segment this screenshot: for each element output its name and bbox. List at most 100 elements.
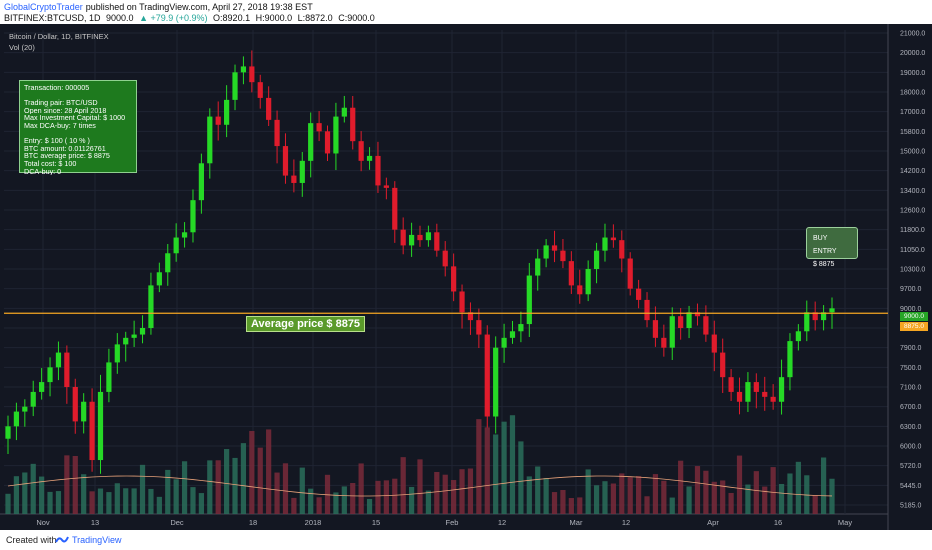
y-tick-label: 5720.0 (900, 463, 922, 470)
volume-bar (392, 478, 398, 514)
candle-body (114, 344, 120, 363)
candle-body (39, 382, 45, 392)
volume-bar (72, 455, 78, 514)
y-tick-label: 14200.0 (900, 168, 925, 175)
candle-body (350, 107, 356, 142)
y-tick-label: 12600.0 (900, 208, 925, 215)
candle-body (123, 337, 129, 345)
candle-body (408, 234, 415, 246)
candle-body (5, 426, 11, 439)
volume-bar (484, 427, 490, 514)
panel-line: Total cost: $ 100 (24, 159, 77, 168)
panel-line: Max DCA-buy: 7 times (24, 121, 96, 130)
volume-bar (257, 447, 263, 514)
y-tick-label: 15000.0 (900, 149, 925, 156)
volume-bar (207, 460, 213, 514)
y-tick-label: 15800.0 (900, 129, 925, 136)
candle-body (442, 250, 448, 267)
candle-body (627, 258, 633, 289)
candle-body (703, 316, 709, 335)
y-tick-label: 9000.0 (900, 306, 922, 313)
candle-body (392, 187, 398, 230)
volume-bar (400, 457, 406, 514)
volume-bar (551, 492, 558, 514)
candle-body (291, 175, 297, 183)
volume-ma-line (7, 475, 833, 497)
y-tick-label: 6300.0 (900, 424, 922, 431)
volume-bar (619, 473, 625, 514)
candle-body (165, 253, 171, 273)
volume-bar (190, 487, 196, 514)
candle-body (652, 320, 659, 338)
candle-body (560, 250, 566, 262)
volume-bar (274, 472, 280, 514)
published-text: published on TradingView.com, April 27, … (85, 2, 313, 12)
volume-bar (661, 480, 667, 514)
candle-body (224, 99, 230, 125)
close-value: C:9000.0 (338, 13, 375, 23)
panel-line: Trading pair: BTC/USD (24, 99, 98, 107)
panel-line: Entry: $ 100 ( 10 % ) (24, 137, 90, 145)
volume-bar (291, 497, 297, 514)
candle-body (610, 237, 616, 241)
panel-line (24, 130, 132, 138)
candle-body (240, 66, 247, 73)
volume-bar (55, 491, 62, 514)
publish-line: GlobalCryptoTrader published on TradingVi… (4, 2, 316, 12)
candle-body (829, 308, 835, 313)
volume-bar (266, 429, 272, 514)
candle-body (745, 382, 751, 402)
candle-body (509, 331, 516, 338)
volume-bar (425, 490, 432, 514)
volume-bar (636, 476, 642, 514)
candle-body (207, 116, 213, 164)
volume-bar (467, 468, 474, 514)
y-tick-label: 13400.0 (900, 188, 925, 195)
chart-title: Bitcoin / Dollar, 1D, BITFINEX (9, 32, 109, 41)
volume-bar (39, 476, 45, 514)
volume-bar (333, 492, 339, 514)
candle-body (13, 411, 20, 427)
candle-body (47, 367, 53, 383)
symbol-label: BITFINEX:BTCUSD, 1D (4, 13, 101, 23)
volume-bar (753, 471, 759, 514)
volume-bar (22, 472, 28, 514)
footer: Created with TradingView (0, 530, 932, 550)
publisher-name[interactable]: GlobalCryptoTrader (4, 2, 83, 12)
buy-entry-price: $ 8875 (813, 261, 835, 268)
candle-body (324, 131, 331, 154)
volume-bar (366, 498, 373, 514)
candle-body (232, 72, 238, 100)
candle-body (139, 328, 146, 335)
volume-bar (123, 488, 129, 514)
volume-bar (543, 477, 549, 514)
volume-bar (535, 466, 541, 514)
y-tick-label: 17000.0 (900, 109, 925, 116)
low-value: L:8872.0 (297, 13, 333, 23)
candle-body (762, 391, 768, 397)
candle-body (417, 234, 423, 241)
volume-bar (30, 463, 36, 514)
candle-body (375, 155, 381, 186)
volume-bar (13, 476, 20, 514)
y-tick-label: 9700.0 (900, 286, 922, 293)
y-tick-label: 21000.0 (900, 31, 925, 38)
volume-bar (593, 485, 600, 514)
transaction-panel: Transaction: 000005 Trading pair: BTC/US… (19, 80, 137, 176)
candle-body (106, 362, 112, 392)
candle-body (451, 266, 457, 292)
x-tick-label: 15 (372, 518, 380, 527)
candle-body (358, 141, 364, 161)
volume-bar (720, 480, 726, 514)
volume-bar (240, 443, 247, 514)
tradingview-brand[interactable]: TradingView (72, 535, 122, 545)
candle-body (585, 269, 591, 295)
volume-bar (518, 441, 524, 514)
price-chart[interactable]: 5185.0 5445.0 5720.0 6000.0 6300.0 6700.0 7100… (0, 24, 932, 530)
volume-bar (156, 496, 162, 514)
x-tick-label: 13 (91, 518, 99, 527)
volume-bar (299, 467, 305, 514)
volume-bar (728, 492, 734, 514)
candle-body (316, 123, 322, 132)
panel-line: DCA-buy: 0 (24, 167, 62, 176)
